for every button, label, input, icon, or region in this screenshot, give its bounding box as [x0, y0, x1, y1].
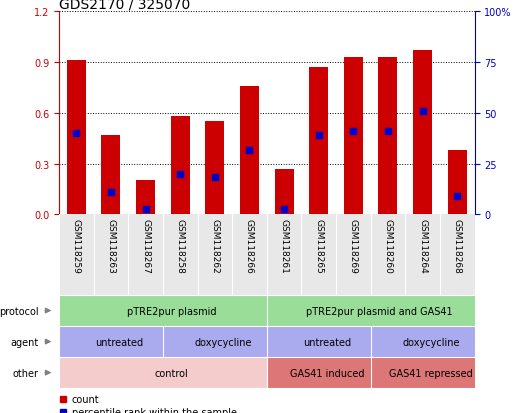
Bar	[59, 326, 180, 357]
Text: agent: agent	[10, 337, 38, 347]
Text: GSM118264: GSM118264	[418, 219, 427, 273]
Bar	[267, 295, 492, 326]
Text: GSM118266: GSM118266	[245, 219, 254, 273]
Text: untreated: untreated	[303, 337, 351, 347]
Bar	[309, 68, 328, 215]
Bar	[267, 326, 388, 357]
Text: doxycycline: doxycycline	[195, 337, 252, 347]
Text: control: control	[154, 368, 188, 378]
Text: GSM118258: GSM118258	[175, 219, 185, 273]
Bar	[102, 135, 121, 215]
Bar	[136, 181, 155, 215]
Text: GSM118263: GSM118263	[106, 219, 115, 273]
Text: untreated: untreated	[95, 337, 144, 347]
Bar	[344, 58, 363, 215]
Bar	[370, 326, 492, 357]
Bar	[448, 151, 467, 215]
Bar	[205, 122, 224, 215]
Bar	[267, 357, 388, 388]
Bar	[274, 169, 293, 215]
Bar	[59, 357, 284, 388]
Text: GSM118267: GSM118267	[141, 219, 150, 273]
Text: GSM118262: GSM118262	[210, 219, 220, 273]
Text: GSM118268: GSM118268	[452, 219, 462, 273]
Text: GAS41 repressed: GAS41 repressed	[389, 368, 473, 378]
Bar	[413, 51, 432, 215]
Bar	[163, 326, 284, 357]
Bar	[379, 58, 398, 215]
Text: doxycycline: doxycycline	[403, 337, 460, 347]
Text: GSM118265: GSM118265	[314, 219, 323, 273]
Text: pTRE2pur plasmid and GAS41: pTRE2pur plasmid and GAS41	[306, 306, 452, 316]
Text: other: other	[12, 368, 38, 378]
Text: GDS2170 / 325070: GDS2170 / 325070	[59, 0, 190, 11]
Bar	[370, 357, 492, 388]
Text: GSM118260: GSM118260	[383, 219, 392, 273]
Bar	[240, 87, 259, 215]
Bar	[171, 117, 190, 215]
Text: pTRE2pur plasmid: pTRE2pur plasmid	[127, 306, 216, 316]
Text: count: count	[72, 394, 99, 404]
Text: percentile rank within the sample: percentile rank within the sample	[72, 408, 236, 413]
Bar	[67, 61, 86, 215]
Text: GSM118269: GSM118269	[349, 219, 358, 273]
Text: GSM118259: GSM118259	[72, 219, 81, 273]
Text: GSM118261: GSM118261	[280, 219, 289, 273]
Text: protocol: protocol	[0, 306, 38, 316]
Bar	[59, 295, 284, 326]
Text: GAS41 induced: GAS41 induced	[290, 368, 365, 378]
